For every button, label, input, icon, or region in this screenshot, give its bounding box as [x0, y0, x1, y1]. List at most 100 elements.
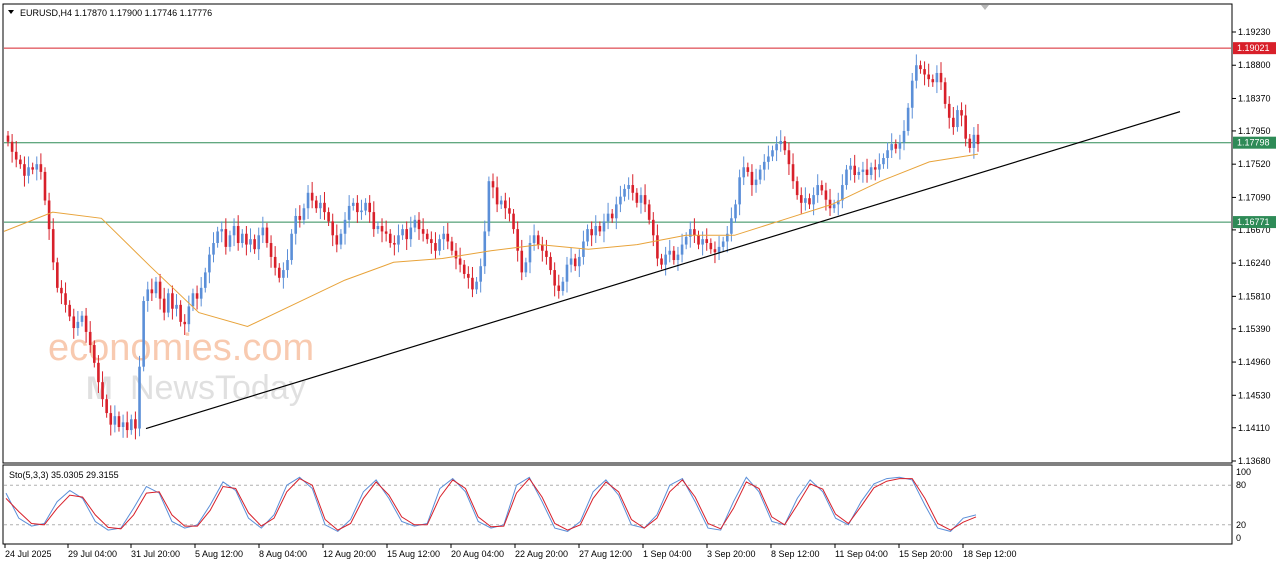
candle-body — [187, 306, 191, 325]
candle-body — [220, 229, 224, 232]
candle-body — [943, 82, 947, 104]
candle-body — [388, 233, 392, 244]
candle-body — [746, 167, 750, 172]
candle-body — [693, 229, 696, 236]
candle-body — [113, 416, 117, 425]
candle-body — [434, 243, 437, 251]
candle-body — [541, 244, 544, 251]
candle-body — [401, 229, 404, 236]
candle-body — [101, 382, 104, 400]
candle-body — [660, 258, 663, 265]
y-tick-label: 1.14530 — [1238, 390, 1271, 400]
candle-body — [487, 181, 491, 232]
y-tick-label: 1.18800 — [1238, 60, 1271, 70]
scroll-marker-icon[interactable] — [981, 5, 989, 10]
header-triangle-icon[interactable] — [8, 10, 14, 14]
y-tick-label: 1.17520 — [1238, 159, 1271, 169]
candle-body — [919, 65, 922, 70]
candle-body — [60, 287, 63, 294]
main-plot-frame — [2, 3, 1233, 464]
candle-body — [224, 229, 228, 247]
stochastic-main-line — [5, 476, 977, 533]
moving-average-line — [3, 153, 979, 328]
candle-body — [680, 244, 684, 255]
candle-body — [146, 289, 150, 301]
candle-body — [314, 200, 318, 209]
candle-body — [446, 233, 450, 242]
candle-body — [294, 215, 298, 234]
candle-body — [393, 243, 396, 245]
candle-body — [277, 267, 281, 278]
candle-body — [483, 231, 487, 267]
candle-body — [734, 204, 737, 219]
candle-body — [717, 246, 721, 253]
candle-body — [425, 233, 429, 240]
candle-body — [512, 213, 515, 230]
candle-body — [947, 103, 951, 118]
candle-body — [898, 142, 902, 149]
candle-body — [783, 140, 787, 151]
candle-body — [845, 169, 848, 186]
y-tick-label: 1.16670 — [1238, 225, 1271, 235]
candle-body — [384, 231, 388, 234]
candle-body — [841, 185, 844, 201]
candle-body — [557, 285, 561, 291]
candle-body — [450, 241, 454, 251]
candle-body — [351, 202, 355, 206]
candle-body — [676, 254, 680, 261]
candle-body — [458, 258, 462, 265]
symbol-header: EURUSD,H4 1.17870 1.17900 1.17746 1.1777… — [20, 8, 212, 18]
trendline[interactable] — [145, 111, 1181, 430]
candle-body — [249, 239, 252, 245]
x-tick-label: 27 Aug 12:00 — [579, 549, 632, 559]
y-tick-label: 1.14110 — [1238, 423, 1270, 433]
candle-body — [709, 243, 713, 250]
candle-body — [878, 164, 881, 170]
candle-body — [627, 185, 630, 189]
candle-body — [865, 169, 869, 175]
candle-body — [968, 138, 972, 148]
candle-body — [890, 144, 893, 151]
candle-body — [467, 273, 470, 278]
x-tick-label: 8 Aug 04:00 — [259, 549, 307, 559]
candle-body — [39, 164, 43, 172]
candle-body — [175, 304, 178, 309]
candle-body — [97, 362, 100, 383]
candle-body — [643, 195, 647, 205]
candle-body — [952, 117, 955, 128]
candle-body — [405, 229, 408, 240]
oscillator-tick-label: 20 — [1236, 520, 1246, 530]
candle-body — [615, 204, 618, 219]
x-tick-label: 8 Sep 12:00 — [771, 549, 820, 559]
candle-body — [232, 226, 236, 236]
candle-body — [121, 422, 125, 427]
candle-body — [360, 210, 363, 213]
watermark: economies.com NewsToday M — [48, 327, 314, 407]
candle-body — [35, 164, 39, 170]
candle-body — [166, 293, 170, 313]
watermark-line1: economies.com — [48, 327, 314, 369]
candle-body — [610, 213, 614, 219]
candle-body — [245, 233, 248, 245]
candle-body — [130, 419, 133, 431]
x-tick-label: 5 Aug 12:00 — [195, 549, 243, 559]
candle-body — [754, 179, 758, 186]
candle-body — [771, 150, 774, 157]
candle-body — [964, 115, 967, 139]
candle-body — [553, 270, 556, 286]
candle-body — [561, 281, 565, 291]
candle-body — [462, 264, 466, 274]
candle-body — [142, 300, 145, 367]
candle-body — [767, 156, 770, 162]
candle-body — [495, 187, 499, 205]
candle-body — [635, 192, 639, 203]
candle-body — [203, 272, 207, 288]
y-tick-label: 1.16240 — [1238, 258, 1271, 268]
candle-body — [286, 260, 289, 271]
candle-body — [536, 235, 540, 245]
candle-body — [639, 195, 643, 203]
candle-body — [886, 150, 889, 158]
candle-body — [417, 219, 421, 230]
candle-body — [356, 202, 359, 213]
oscillator-tick-label: 100 — [1236, 467, 1251, 477]
